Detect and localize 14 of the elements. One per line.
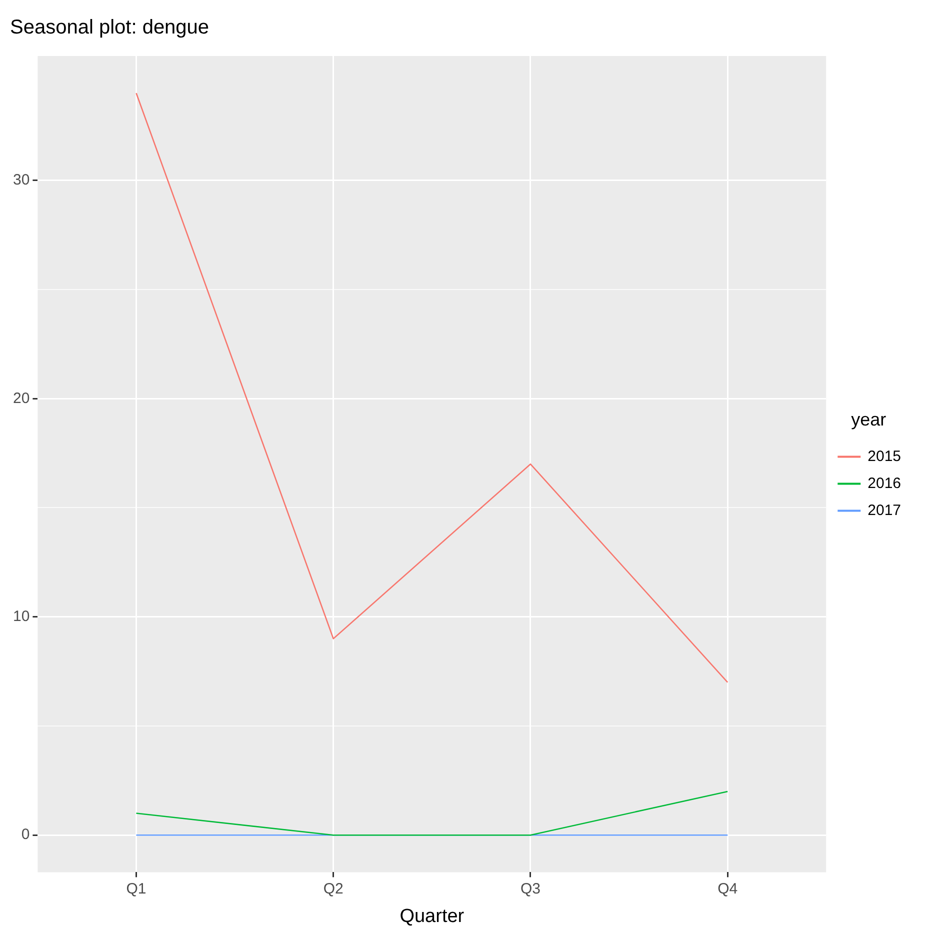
legend-label: 2016 <box>868 474 902 492</box>
y-tick-label: 20 <box>12 390 30 407</box>
y-tick-label: 30 <box>12 172 30 189</box>
x-axis-title: Quarter <box>400 906 465 927</box>
legend-label: 2015 <box>868 448 902 465</box>
x-tick-label: Q3 <box>520 880 540 898</box>
y-tick-label: 0 <box>21 826 30 844</box>
legend-title: year <box>851 410 886 430</box>
y-tick-label: 10 <box>12 608 30 626</box>
legend-label: 2017 <box>868 502 902 519</box>
x-tick-label: Q4 <box>718 880 738 898</box>
x-tick-label: Q1 <box>126 880 146 898</box>
chart-title: Seasonal plot: dengue <box>10 16 210 39</box>
x-tick-label: Q2 <box>323 880 344 898</box>
